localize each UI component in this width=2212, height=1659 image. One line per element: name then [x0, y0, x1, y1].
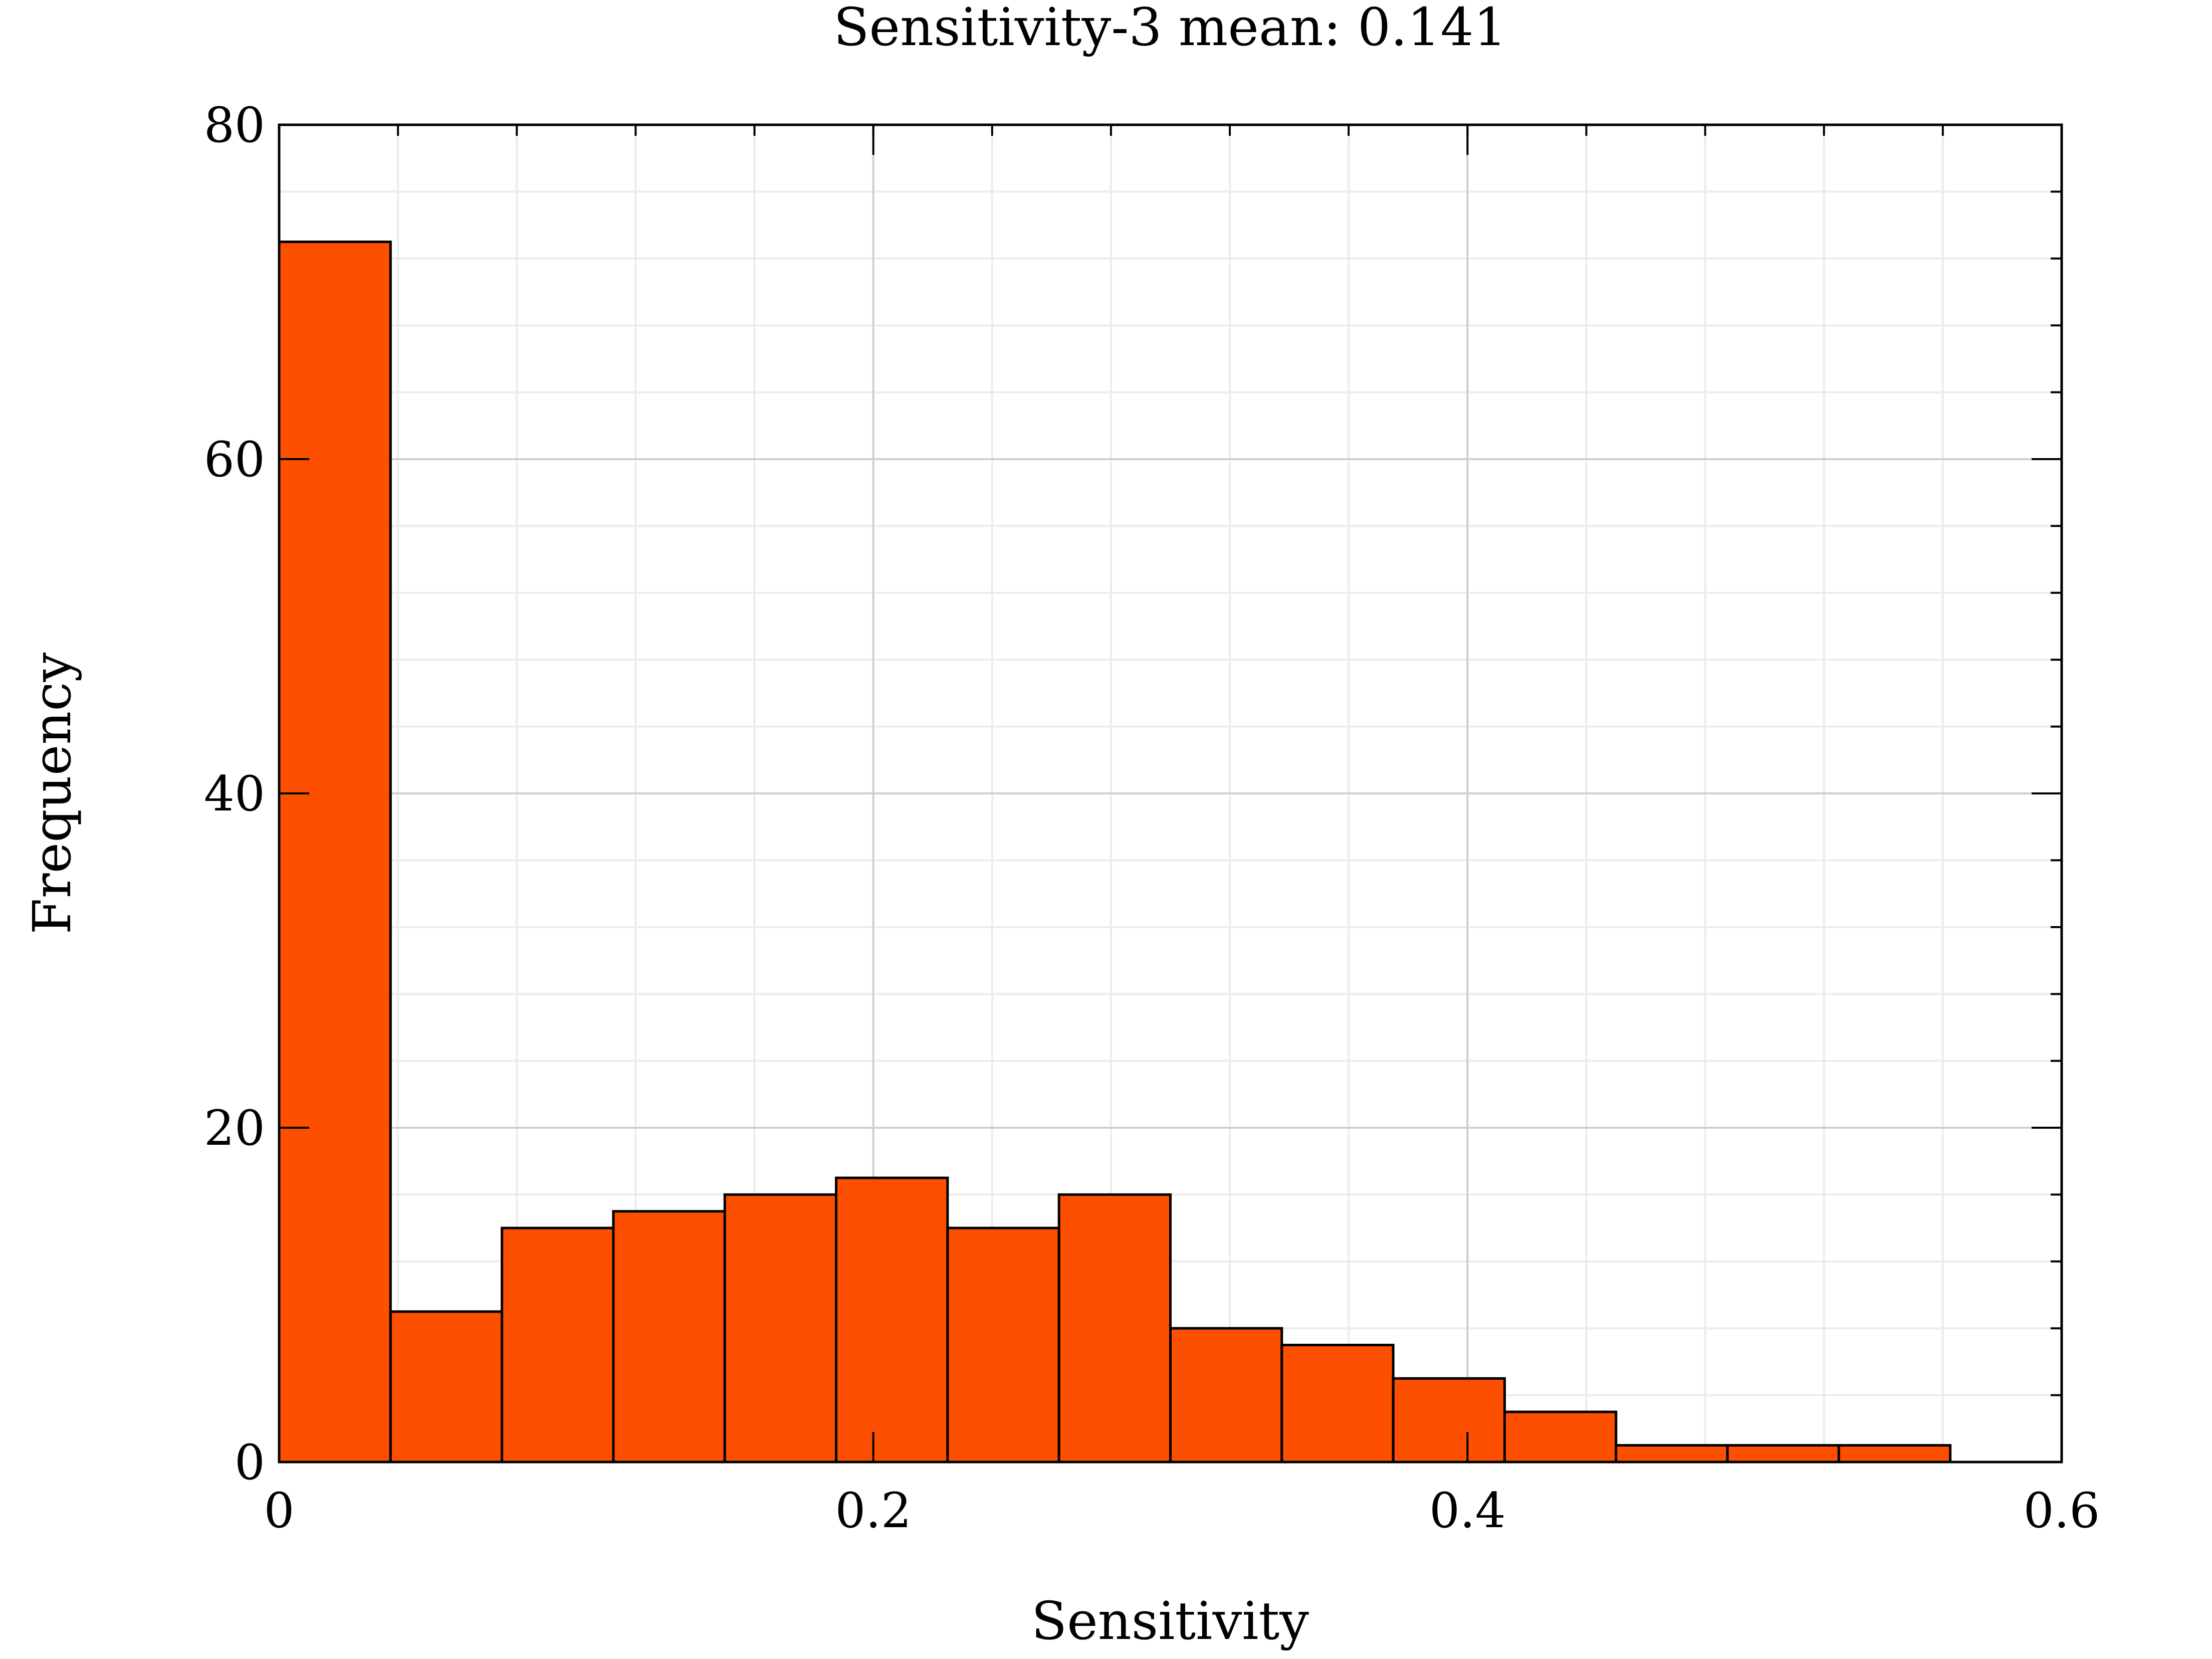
y-tick-label: 60 — [204, 432, 265, 488]
histogram-bar — [723, 1193, 838, 1464]
y-tick-label: 0 — [235, 1434, 265, 1491]
x-tick-labels: 0 0.2 0.4 0.6 — [264, 1483, 2100, 1539]
chart-title: Sensitivity-3 mean: 0.141 — [833, 0, 1506, 58]
y-tick-label: 20 — [204, 1100, 265, 1156]
y-axis-label: Frequency — [22, 653, 83, 935]
y-tick-label: 40 — [204, 766, 265, 822]
x-tick-label: 0.4 — [1429, 1483, 1506, 1539]
histogram-bar — [501, 1226, 615, 1464]
histogram-bar — [612, 1210, 726, 1464]
histogram-bar — [1615, 1444, 1729, 1464]
x-tick-label: 0 — [264, 1483, 294, 1539]
plot-frame — [278, 123, 2063, 1464]
y-tick-labels: 0 20 40 60 80 — [204, 97, 265, 1491]
histogram-bar — [1503, 1410, 1618, 1464]
y-tick-label: 80 — [204, 97, 265, 153]
histogram-bar — [1392, 1377, 1506, 1464]
histogram-bar — [1837, 1444, 1952, 1464]
histogram-bar — [1057, 1193, 1172, 1464]
histogram-bar — [1280, 1344, 1395, 1464]
histogram-bar — [278, 240, 392, 1464]
histogram-bar — [835, 1176, 949, 1464]
x-axis-label: Sensitivity — [1031, 1590, 1309, 1651]
histogram-bar — [1726, 1444, 1840, 1464]
x-tick-label: 0.2 — [835, 1483, 912, 1539]
x-tick-label: 0.6 — [2024, 1483, 2100, 1539]
bars — [278, 240, 1952, 1464]
histogram-bar — [1169, 1327, 1283, 1464]
histogram-bar — [389, 1310, 504, 1464]
histogram-bar — [946, 1226, 1060, 1464]
